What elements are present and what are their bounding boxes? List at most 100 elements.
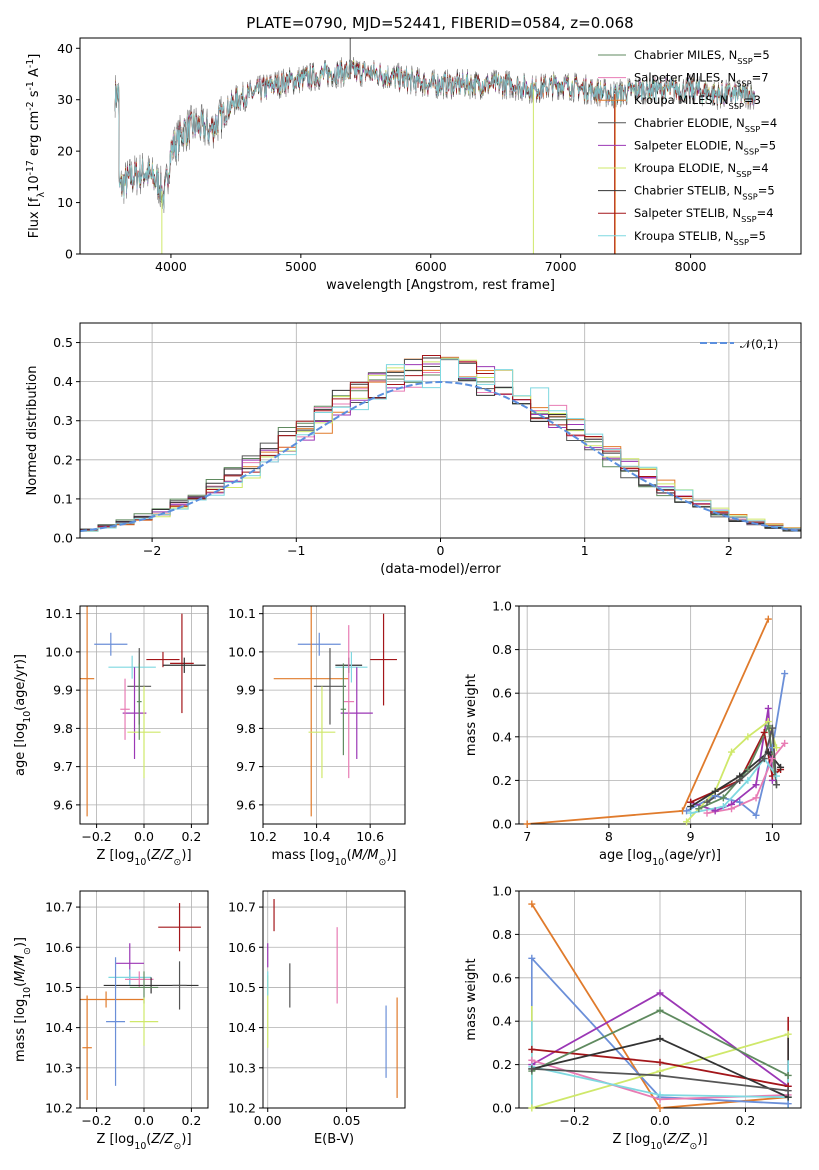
- weight-marker: [523, 820, 531, 828]
- x-tick-label: 5000: [285, 259, 317, 274]
- x-axis-label: wavelength [Angstrom, rest frame]: [326, 278, 555, 293]
- x-axis-label: (data-model)/error: [380, 562, 501, 577]
- weight-marker: [656, 1091, 664, 1099]
- weight-marker: [764, 722, 772, 730]
- weight-marker: [728, 748, 736, 756]
- y-tick-label: 10.3: [45, 1060, 73, 1075]
- panel-residuals: −2 −1 0 1 2 0.0 0.1 0.2 0.3 0.4 0.5 (data-model)/er…: [25, 322, 802, 577]
- x-tick-label: −2: [143, 543, 161, 558]
- y-tick-label: 0.4: [492, 729, 512, 744]
- y-tick-label: 10.5: [228, 980, 256, 995]
- legend-label: Kroupa MILES, NSSP=3: [634, 93, 761, 111]
- weight-marker: [683, 818, 691, 826]
- y-tick-label: 0.0: [492, 1101, 512, 1116]
- y-tick-label: 0.4: [53, 374, 73, 389]
- legend-label: Salpeter STELIB, NSSP=4: [634, 206, 774, 224]
- x-tick-label: −0.2: [559, 1113, 589, 1128]
- y-axis-label: Normed distribution: [25, 366, 40, 496]
- y-tick-label: 30: [57, 92, 73, 107]
- y-axis-label: Flux [fλ10-17 erg cm-2 s-1 A-1]: [25, 54, 47, 239]
- weight-marker: [711, 807, 719, 815]
- axes-frame: [262, 605, 406, 825]
- y-tick-label: 10.1: [228, 606, 256, 621]
- y-tick-label: 0.6: [492, 686, 512, 701]
- x-tick-label: 10.6: [356, 829, 384, 844]
- x-tick-label: 4000: [155, 259, 187, 274]
- panel-weight-vs-z: −0.2 0.0 0.2 0.0 0.2 0.4 0.6 0.8 1.0 Z [log10(Z/Z…: [464, 884, 802, 1152]
- x-tick-label: 6000: [415, 259, 447, 274]
- y-tick-label: 10.0: [45, 644, 73, 659]
- weight-marker: [777, 763, 785, 771]
- histogram-step: [80, 355, 801, 538]
- weight-marker: [772, 772, 780, 780]
- weight-marker: [719, 794, 727, 802]
- weight-marker: [711, 787, 719, 795]
- legend-label: Salpeter MILES, NSSP=7: [634, 71, 769, 89]
- weight-marker: [528, 1056, 536, 1064]
- y-tick-label: 10.7: [228, 900, 256, 915]
- weight-marker: [656, 1058, 664, 1066]
- y-tick-label: 0.0: [492, 817, 512, 832]
- y-tick-label: 9.9: [236, 683, 256, 698]
- panel-weight-vs-age: 7 8 9 10 0.0 0.2 0.4 0.6 0.8 1.0 age [log10(age/yr…: [464, 599, 802, 868]
- weight-marker: [728, 805, 736, 813]
- weight-marker: [784, 1093, 792, 1101]
- x-axis-label: Z [log10(Z/Z⊙)]: [612, 1132, 707, 1152]
- y-tick-label: 0.6: [492, 970, 512, 985]
- y-tick-label: 9.8: [236, 721, 256, 736]
- x-tick-label: −0.2: [81, 829, 111, 844]
- x-tick-label: 0.0: [134, 829, 154, 844]
- y-tick-label: 1.0: [492, 884, 512, 899]
- legend-label: Chabrier MILES, NSSP=5: [634, 48, 770, 66]
- y-tick-label: 10.3: [228, 1060, 256, 1075]
- weight-marker: [768, 724, 776, 732]
- y-axis-label: mass weight: [464, 674, 479, 756]
- y-tick-label: 0.2: [492, 1057, 512, 1072]
- axes-frame: [79, 37, 802, 255]
- y-tick-label: 0.8: [492, 927, 512, 942]
- y-tick-label: 0.0: [53, 531, 73, 546]
- x-tick-label: −1: [287, 543, 305, 558]
- legend-label: Chabrier STELIB, NSSP=5: [634, 184, 775, 202]
- y-tick-label: 9.9: [53, 683, 73, 698]
- y-tick-label: 9.7: [236, 759, 256, 774]
- weight-marker: [760, 755, 768, 763]
- y-tick-label: 10.6: [45, 940, 73, 955]
- y-tick-label: 10.4: [228, 1020, 256, 1035]
- weight-marker: [656, 1071, 664, 1079]
- y-tick-label: 0.2: [492, 773, 512, 788]
- x-tick-label: 8: [605, 829, 613, 844]
- weight-marker: [528, 1065, 536, 1073]
- weight-marker: [784, 1030, 792, 1038]
- panel-mass-vs-ebv: 0.00 0.05 10.2 10.3 10.4 10.5 10.6 10.7 E(B-V): [228, 890, 406, 1147]
- weight-marker: [528, 954, 536, 962]
- y-tick-label: 9.6: [53, 797, 73, 812]
- weight-marker: [656, 989, 664, 997]
- y-tick-label: 10.6: [228, 940, 256, 955]
- y-axis-label: mass [log10(M/M⊙)]: [13, 937, 33, 1062]
- plot-area-age-vs-z: [80, 606, 206, 817]
- y-tick-label: 0.3: [53, 413, 73, 428]
- y-tick-label: 20: [57, 144, 73, 159]
- x-tick-label: 7: [523, 829, 531, 844]
- y-axis-label: mass weight: [464, 958, 479, 1040]
- x-tick-label: 10.4: [303, 829, 331, 844]
- panel-age-vs-mass: 10.2 10.4 10.6 9.6 9.7 9.8 9.9 10.0 10.1 mass [lo…: [228, 605, 406, 868]
- x-tick-label: 0.2: [181, 829, 201, 844]
- weight-marker: [695, 805, 703, 813]
- spectrum-model-line: [114, 61, 756, 209]
- weight-marker: [687, 803, 695, 811]
- x-tick-label: 0.0: [650, 1113, 670, 1128]
- y-tick-label: 0.5: [53, 335, 73, 350]
- x-tick-label: 0: [437, 543, 445, 558]
- weight-marker: [752, 811, 760, 819]
- y-tick-label: 10.1: [45, 606, 73, 621]
- plot-area-age-vs-mass: [273, 606, 397, 817]
- x-axis-label: age [log10(age/yr)]: [599, 848, 721, 868]
- y-tick-label: 10: [57, 195, 73, 210]
- chart-title: PLATE=0790, MJD=52441, FIBERID=0584, z=0…: [246, 14, 633, 32]
- weight-marker: [764, 615, 772, 623]
- x-tick-label: 0.2: [181, 1113, 201, 1128]
- y-tick-label: 0.1: [53, 491, 73, 506]
- weight-marker: [656, 1104, 664, 1112]
